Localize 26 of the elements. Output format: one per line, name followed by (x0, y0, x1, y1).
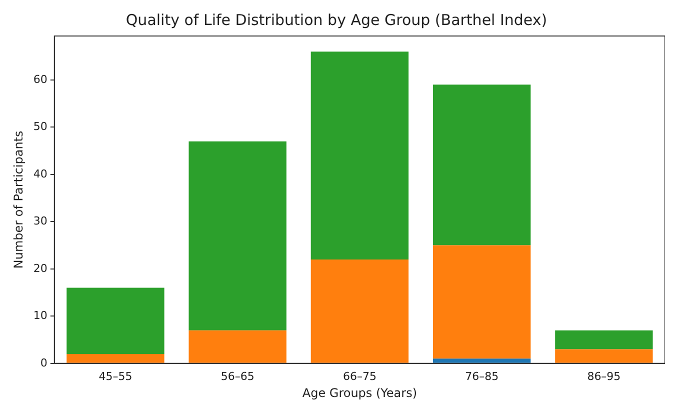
bar (188, 330, 286, 363)
y-tick-label: 10 (33, 309, 48, 322)
bar (188, 141, 286, 330)
bar (310, 52, 409, 260)
x-tick-label: 56–65 (220, 370, 254, 383)
bar (432, 245, 531, 359)
y-tick-label: 50 (33, 120, 48, 134)
bar (310, 259, 409, 363)
x-tick-label: 66–75 (342, 370, 376, 383)
y-tick-label: 0 (40, 356, 48, 370)
bar (66, 354, 164, 363)
x-tick-label: 76–85 (465, 370, 499, 383)
bar (432, 84, 531, 246)
x-axis-title: Age Groups (Years) (302, 386, 418, 400)
x-tick-label: 45–55 (98, 370, 132, 383)
y-axis-title: Number of Participants (11, 130, 26, 269)
y-tick-label: 30 (33, 214, 48, 228)
bar (555, 330, 653, 350)
y-tick-label: 40 (33, 167, 48, 180)
bar (555, 349, 653, 363)
bar (432, 358, 531, 363)
bar (66, 288, 164, 354)
x-tick-label: 86–95 (587, 370, 621, 383)
y-tick-label: 20 (33, 262, 48, 275)
chart-title: Quality of Life Distribution by Age Group (Barthel Index) (126, 10, 548, 29)
y-tick-label: 60 (33, 72, 48, 86)
